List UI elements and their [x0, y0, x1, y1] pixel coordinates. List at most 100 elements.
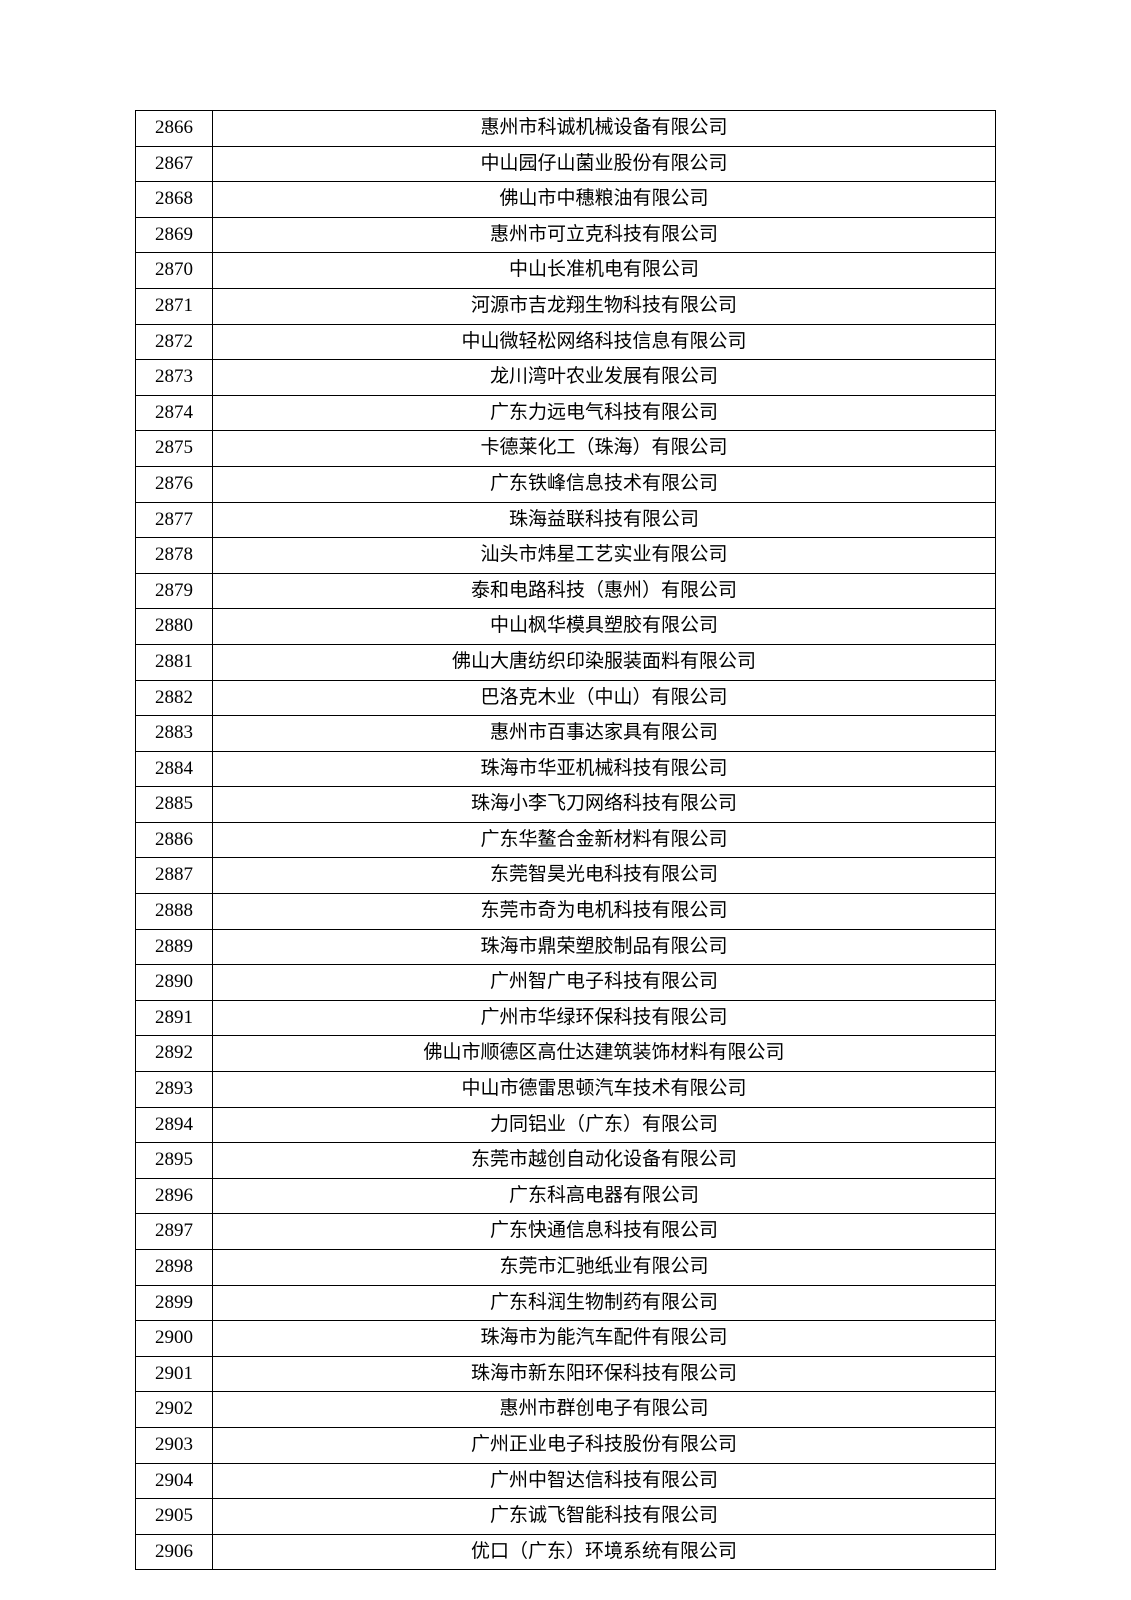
row-index-cell: 2890 — [136, 965, 213, 1001]
table-row: 2875卡德莱化工（珠海）有限公司 — [136, 431, 996, 467]
table-row: 2887东莞智昊光电科技有限公司 — [136, 858, 996, 894]
row-index-cell: 2884 — [136, 751, 213, 787]
company-name-cell: 中山长准机电有限公司 — [213, 253, 996, 289]
row-index-cell: 2902 — [136, 1392, 213, 1428]
company-name-cell: 中山市德雷思顿汽车技术有限公司 — [213, 1072, 996, 1108]
company-name-cell: 广东科高电器有限公司 — [213, 1178, 996, 1214]
company-name-cell: 巴洛克木业（中山）有限公司 — [213, 680, 996, 716]
table-row: 2890广州智广电子科技有限公司 — [136, 965, 996, 1001]
company-name-cell: 珠海市华亚机械科技有限公司 — [213, 751, 996, 787]
company-name-cell: 惠州市百事达家具有限公司 — [213, 716, 996, 752]
row-index-cell: 2892 — [136, 1036, 213, 1072]
row-index-cell: 2872 — [136, 324, 213, 360]
row-index-cell: 2883 — [136, 716, 213, 752]
row-index-cell: 2867 — [136, 146, 213, 182]
table-body: 2866惠州市科诚机械设备有限公司2867中山园仔山菌业股份有限公司2868佛山… — [136, 111, 996, 1570]
row-index-cell: 2885 — [136, 787, 213, 823]
table-row: 2889珠海市鼎荣塑胶制品有限公司 — [136, 929, 996, 965]
row-index-cell: 2880 — [136, 609, 213, 645]
table-row: 2904广州中智达信科技有限公司 — [136, 1463, 996, 1499]
table-row: 2905广东诚飞智能科技有限公司 — [136, 1499, 996, 1535]
row-index-cell: 2886 — [136, 822, 213, 858]
row-index-cell: 2897 — [136, 1214, 213, 1250]
table-row: 2893中山市德雷思顿汽车技术有限公司 — [136, 1072, 996, 1108]
table-row: 2879泰和电路科技（惠州）有限公司 — [136, 573, 996, 609]
row-index-cell: 2876 — [136, 466, 213, 502]
row-index-cell: 2891 — [136, 1000, 213, 1036]
company-name-cell: 广东铁峰信息技术有限公司 — [213, 466, 996, 502]
table-row: 2902惠州市群创电子有限公司 — [136, 1392, 996, 1428]
table-row: 2878汕头市炜星工艺实业有限公司 — [136, 538, 996, 574]
table-row: 2874广东力远电气科技有限公司 — [136, 395, 996, 431]
company-name-cell: 佛山市中穗粮油有限公司 — [213, 182, 996, 218]
company-name-cell: 中山微轻松网络科技信息有限公司 — [213, 324, 996, 360]
table-row: 2883惠州市百事达家具有限公司 — [136, 716, 996, 752]
table-row: 2867中山园仔山菌业股份有限公司 — [136, 146, 996, 182]
company-name-cell: 优口（广东）环境系统有限公司 — [213, 1534, 996, 1570]
table-row: 2895东莞市越创自动化设备有限公司 — [136, 1143, 996, 1179]
row-index-cell: 2904 — [136, 1463, 213, 1499]
table-row: 2906优口（广东）环境系统有限公司 — [136, 1534, 996, 1570]
row-index-cell: 2871 — [136, 288, 213, 324]
company-name-cell: 广州正业电子科技股份有限公司 — [213, 1427, 996, 1463]
company-name-cell: 泰和电路科技（惠州）有限公司 — [213, 573, 996, 609]
company-name-cell: 广东科润生物制药有限公司 — [213, 1285, 996, 1321]
company-name-cell: 卡德莱化工（珠海）有限公司 — [213, 431, 996, 467]
table-row: 2901珠海市新东阳环保科技有限公司 — [136, 1356, 996, 1392]
row-index-cell: 2895 — [136, 1143, 213, 1179]
row-index-cell: 2899 — [136, 1285, 213, 1321]
row-index-cell: 2873 — [136, 360, 213, 396]
company-list-table: 2866惠州市科诚机械设备有限公司2867中山园仔山菌业股份有限公司2868佛山… — [135, 110, 996, 1570]
row-index-cell: 2877 — [136, 502, 213, 538]
table-row: 2882巴洛克木业（中山）有限公司 — [136, 680, 996, 716]
table-row: 2877珠海益联科技有限公司 — [136, 502, 996, 538]
company-name-cell: 佛山市顺德区高仕达建筑装饰材料有限公司 — [213, 1036, 996, 1072]
row-index-cell: 2874 — [136, 395, 213, 431]
row-index-cell: 2901 — [136, 1356, 213, 1392]
table-row: 2898东莞市汇驰纸业有限公司 — [136, 1250, 996, 1286]
table-row: 2876广东铁峰信息技术有限公司 — [136, 466, 996, 502]
company-name-cell: 惠州市科诚机械设备有限公司 — [213, 111, 996, 147]
table-row: 2903广州正业电子科技股份有限公司 — [136, 1427, 996, 1463]
company-name-cell: 珠海市新东阳环保科技有限公司 — [213, 1356, 996, 1392]
row-index-cell: 2878 — [136, 538, 213, 574]
row-index-cell: 2896 — [136, 1178, 213, 1214]
table-row: 2872中山微轻松网络科技信息有限公司 — [136, 324, 996, 360]
company-name-cell: 珠海小李飞刀网络科技有限公司 — [213, 787, 996, 823]
company-name-cell: 广东快通信息科技有限公司 — [213, 1214, 996, 1250]
row-index-cell: 2900 — [136, 1321, 213, 1357]
row-index-cell: 2887 — [136, 858, 213, 894]
company-name-cell: 东莞智昊光电科技有限公司 — [213, 858, 996, 894]
company-name-cell: 广东诚飞智能科技有限公司 — [213, 1499, 996, 1535]
company-name-cell: 东莞市越创自动化设备有限公司 — [213, 1143, 996, 1179]
row-index-cell: 2870 — [136, 253, 213, 289]
table-row: 2880中山枫华模具塑胶有限公司 — [136, 609, 996, 645]
row-index-cell: 2894 — [136, 1107, 213, 1143]
row-index-cell: 2898 — [136, 1250, 213, 1286]
company-name-cell: 珠海市鼎荣塑胶制品有限公司 — [213, 929, 996, 965]
table-row: 2866惠州市科诚机械设备有限公司 — [136, 111, 996, 147]
row-index-cell: 2879 — [136, 573, 213, 609]
row-index-cell: 2888 — [136, 894, 213, 930]
company-name-cell: 中山枫华模具塑胶有限公司 — [213, 609, 996, 645]
company-name-cell: 河源市吉龙翔生物科技有限公司 — [213, 288, 996, 324]
company-name-cell: 汕头市炜星工艺实业有限公司 — [213, 538, 996, 574]
table-row: 2869惠州市可立克科技有限公司 — [136, 217, 996, 253]
table-row: 2899广东科润生物制药有限公司 — [136, 1285, 996, 1321]
table-row: 2897广东快通信息科技有限公司 — [136, 1214, 996, 1250]
table-row: 2888东莞市奇为电机科技有限公司 — [136, 894, 996, 930]
table-row: 2871河源市吉龙翔生物科技有限公司 — [136, 288, 996, 324]
row-index-cell: 2906 — [136, 1534, 213, 1570]
row-index-cell: 2881 — [136, 644, 213, 680]
company-name-cell: 广东力远电气科技有限公司 — [213, 395, 996, 431]
company-name-cell: 龙川湾叶农业发展有限公司 — [213, 360, 996, 396]
row-index-cell: 2893 — [136, 1072, 213, 1108]
company-name-cell: 广州智广电子科技有限公司 — [213, 965, 996, 1001]
table-row: 2900珠海市为能汽车配件有限公司 — [136, 1321, 996, 1357]
row-index-cell: 2868 — [136, 182, 213, 218]
table-row: 2891广州市华绿环保科技有限公司 — [136, 1000, 996, 1036]
table-row: 2868佛山市中穗粮油有限公司 — [136, 182, 996, 218]
company-name-cell: 广东华鳌合金新材料有限公司 — [213, 822, 996, 858]
company-name-cell: 珠海市为能汽车配件有限公司 — [213, 1321, 996, 1357]
company-name-cell: 佛山大唐纺织印染服装面料有限公司 — [213, 644, 996, 680]
